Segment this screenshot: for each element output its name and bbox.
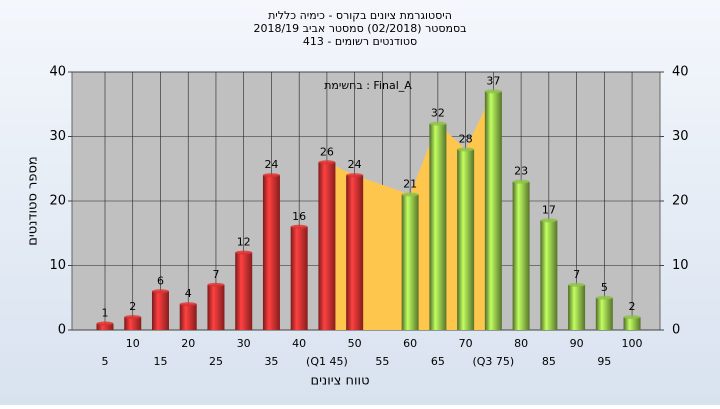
data-label: 7 <box>573 268 580 281</box>
bar-cap <box>124 315 142 320</box>
bar <box>512 181 530 330</box>
bar-cap <box>207 282 225 287</box>
data-label: 24 <box>348 158 362 171</box>
bar-cap <box>151 289 169 294</box>
chart-title: היסטוגרמת ציונים בקורס - כימיה כללית <box>268 9 452 22</box>
data-label: 7 <box>212 268 219 281</box>
data-label: 5 <box>601 281 608 294</box>
y2-tick-label: 0 <box>672 323 680 338</box>
y-tick-label: 10 <box>49 258 66 273</box>
x-tick-label: 20 <box>181 337 195 350</box>
bar <box>262 175 280 330</box>
bar <box>595 297 613 330</box>
bar <box>207 284 225 330</box>
x-tick-label: 80 <box>514 337 528 350</box>
data-label: 17 <box>542 203 556 216</box>
bar-cap <box>623 315 641 320</box>
x-tick-label: 60 <box>403 337 417 350</box>
data-label: 6 <box>157 274 164 287</box>
bar <box>429 123 447 330</box>
bar-cap <box>512 179 530 184</box>
data-label: 1 <box>102 307 109 320</box>
x-tick-label: 5 <box>102 355 109 368</box>
bar <box>96 323 114 330</box>
data-label: 28 <box>459 132 473 145</box>
bar-cap <box>540 218 558 223</box>
bar-cap <box>346 173 364 178</box>
bar <box>540 220 558 330</box>
bar <box>401 194 419 330</box>
x-tick-label: 15 <box>153 355 167 368</box>
bar-cap <box>262 173 280 178</box>
data-label: 2 <box>129 300 136 313</box>
data-label: 16 <box>292 210 306 223</box>
y-axis-label: מספר סטודנטים <box>26 156 41 246</box>
data-label: 12 <box>237 236 251 249</box>
data-label: 26 <box>320 145 334 158</box>
data-label: 32 <box>431 107 445 120</box>
x-tick-label: 70 <box>459 337 473 350</box>
data-label: 4 <box>185 287 192 300</box>
bar-cap <box>318 160 336 165</box>
x-tick-label: 35 <box>264 355 278 368</box>
y2-tick-label: 40 <box>672 65 689 80</box>
chart-subtitle: בסמסטר (02/2018) סמסטר אביב 2018/19 <box>253 22 466 35</box>
x-tick-label: 95 <box>597 355 611 368</box>
y2-tick-label: 10 <box>672 258 689 273</box>
data-label: 2 <box>629 300 636 313</box>
chart-subtitle: סטודנטים רשומים - 413 <box>303 35 417 48</box>
x-tick-label: 65 <box>431 355 445 368</box>
x-tick-label: 90 <box>570 337 584 350</box>
x-tick-label: 85 <box>542 355 556 368</box>
y-tick-label: 30 <box>49 129 66 144</box>
x-tick-label: 50 <box>348 337 362 350</box>
y-tick-label: 0 <box>58 323 66 338</box>
y2-tick-label: 20 <box>672 194 689 209</box>
x-tick-label: (Q3 75) <box>472 355 514 368</box>
bar <box>124 317 142 330</box>
x-tick-label: 25 <box>209 355 223 368</box>
data-label: 21 <box>403 178 417 191</box>
x-tick-label: 100 <box>622 337 643 350</box>
bar <box>457 149 475 330</box>
y-tick-label: 20 <box>49 194 66 209</box>
data-label: 23 <box>514 165 528 178</box>
x-tick-label: 30 <box>237 337 251 350</box>
bar <box>235 252 253 330</box>
bar-cap <box>568 282 586 287</box>
bar <box>290 226 308 330</box>
bar <box>484 91 502 330</box>
bar-cap <box>290 224 308 229</box>
bar-cap <box>401 192 419 197</box>
bar <box>623 317 641 330</box>
bar <box>318 162 336 330</box>
y2-tick-label: 30 <box>672 129 689 144</box>
bar-cap <box>484 89 502 94</box>
y-tick-label: 40 <box>49 65 66 80</box>
x-tick-label: 10 <box>126 337 140 350</box>
bar-cap <box>96 321 114 326</box>
bar-cap <box>429 121 447 126</box>
x-tick-label: 55 <box>375 355 389 368</box>
bar-cap <box>179 302 197 307</box>
bar <box>179 304 197 330</box>
bar-cap <box>595 295 613 300</box>
x-axis-label: טווח ציונים <box>310 374 369 389</box>
bar-cap <box>457 147 475 152</box>
annotation: בחשימת : Final_A <box>324 79 412 92</box>
bar-cap <box>235 250 253 255</box>
bar <box>346 175 364 330</box>
data-label: 24 <box>264 158 278 171</box>
data-label: 37 <box>486 74 500 87</box>
x-tick-label: 40 <box>292 337 306 350</box>
bar <box>151 291 169 330</box>
bar <box>568 284 586 330</box>
x-tick-label: (Q1 45) <box>306 355 348 368</box>
